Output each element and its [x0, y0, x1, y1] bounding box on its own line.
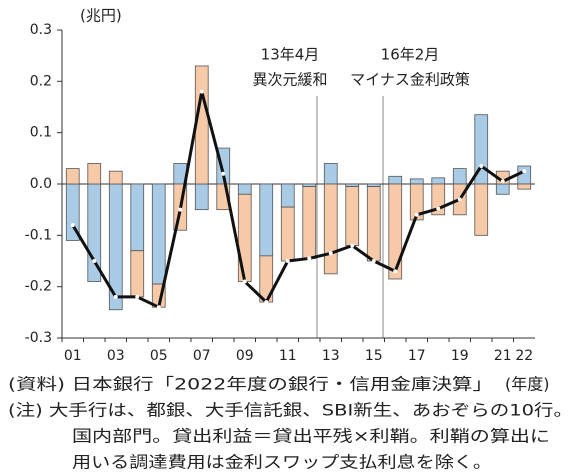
line-point: [328, 251, 333, 256]
y-tick-label: 0.1: [30, 125, 52, 141]
x-tick-label: 17: [408, 348, 426, 364]
line-point: [436, 206, 441, 211]
bar: [409, 183, 424, 221]
bar: [65, 168, 80, 185]
bar: [280, 206, 295, 262]
bar: [108, 170, 123, 185]
line-point: [70, 223, 75, 228]
annotation: 16年2月: [381, 46, 440, 64]
bar: [323, 183, 338, 275]
x-tick-label: 11: [279, 348, 297, 364]
line-point: [199, 89, 204, 94]
note: 用いる調達費用は金利スワップ支払利息を除く。: [72, 453, 492, 472]
x-tick-label: 22: [515, 348, 533, 364]
y-tick-label: 0.2: [30, 73, 52, 89]
y-tick-label: -0.1: [25, 227, 52, 243]
line-point: [92, 259, 97, 263]
bar: [237, 183, 252, 195]
bar: [259, 183, 274, 257]
bar: [517, 183, 532, 190]
line-point: [135, 294, 140, 299]
annotation: 13年4月: [261, 46, 320, 64]
line: [71, 90, 525, 309]
line-point: [457, 197, 462, 202]
x-tick-label: 01: [64, 348, 82, 364]
y-tick-label: -0.2: [25, 279, 52, 295]
line-point: [264, 300, 269, 305]
line-point: [285, 259, 290, 263]
line-point: [414, 212, 419, 217]
x-tick-label: 19: [451, 348, 469, 364]
line-point: [350, 243, 355, 248]
line-point: [178, 207, 183, 212]
line-point: [522, 169, 527, 174]
bar: [151, 183, 166, 285]
annotation: 異次元緩和: [252, 71, 327, 89]
annotation: マイナス金利政策: [350, 71, 470, 89]
x-tick-label: 13: [322, 348, 340, 364]
bar: [280, 183, 295, 208]
note: 国内部門。貸出利益＝貸出平残×利鞘。利鞘の算出に: [72, 427, 550, 446]
bar: [345, 186, 360, 246]
line-point: [479, 164, 484, 169]
x-tick-label: 09: [236, 348, 254, 364]
x-tick-label: 07: [193, 348, 211, 364]
bar: [194, 183, 209, 211]
line-point: [242, 279, 247, 284]
y-tick-label: 0.3: [30, 22, 52, 38]
x-tick-label: 03: [107, 348, 125, 364]
bar: [130, 183, 145, 252]
line-point: [393, 269, 398, 274]
source: (資料) 日本銀行「2022年度の銀行・信用金庫決算」: [8, 375, 493, 394]
line-point: [500, 179, 505, 184]
x-axis-label: (年度): [505, 375, 550, 394]
bar: [302, 186, 317, 259]
bar: [130, 250, 145, 298]
bar: [323, 163, 338, 185]
x-tick-label: 15: [365, 348, 383, 364]
bar: [409, 178, 424, 185]
bar: [495, 183, 510, 195]
bar: [87, 163, 102, 185]
note: (注) 大手行は、都銀、大手信託銀、SBI新生、あおぞらの10行。: [8, 401, 573, 420]
line-point: [113, 294, 118, 299]
bar: [237, 193, 252, 282]
bar: [366, 186, 381, 262]
bar: [474, 183, 489, 236]
unit-label: (兆円): [80, 7, 122, 25]
line-point: [307, 256, 312, 261]
bar: [388, 183, 403, 280]
line-point: [156, 305, 161, 310]
x-tick-label: 21: [494, 348, 512, 364]
bar: [388, 175, 403, 185]
x-tick-label: 05: [150, 348, 168, 364]
line-point: [221, 171, 226, 176]
bar: [452, 168, 467, 185]
bar: [517, 165, 532, 185]
y-tick-label: 0.0: [30, 176, 52, 192]
line-point: [371, 259, 376, 263]
y-tick-label: -0.3: [25, 330, 52, 346]
bar: [194, 65, 209, 185]
bar: [431, 177, 446, 185]
